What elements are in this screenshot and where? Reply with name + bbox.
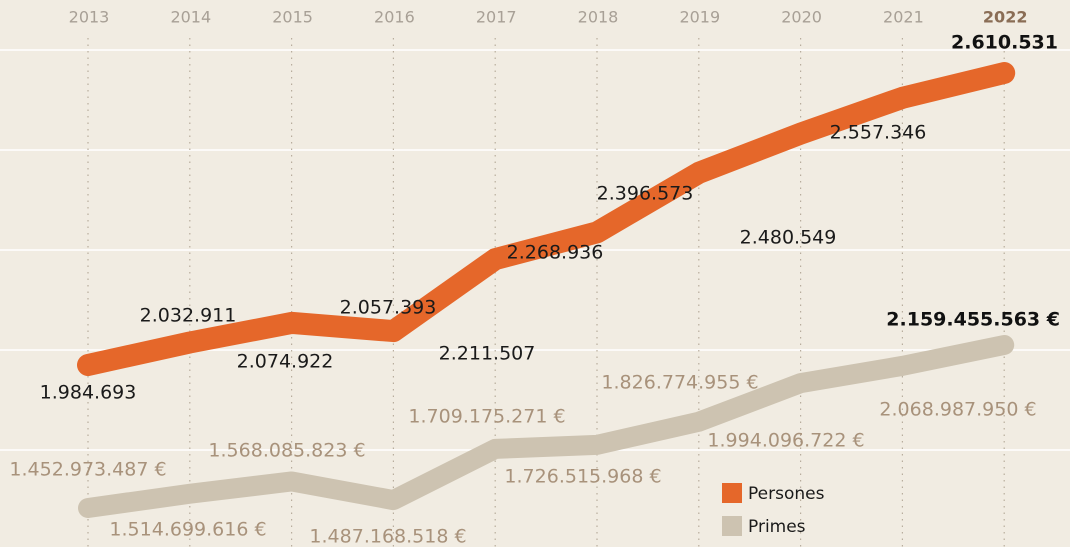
data-label: 1.514.699.616 €	[109, 519, 266, 541]
x-tick-label: 2018	[578, 8, 619, 27]
legend-label: Primes	[748, 517, 806, 537]
data-label: 2.074.922	[237, 351, 334, 373]
data-label: 2.396.573	[597, 183, 694, 205]
x-tick-label: 2017	[476, 8, 517, 27]
legend-swatch	[722, 483, 742, 503]
data-label: 2.159.455.563 €	[886, 309, 1060, 331]
data-label: 1.984.693	[40, 382, 137, 404]
data-label: 1.826.774.955 €	[601, 372, 758, 394]
data-label: 1.568.085.823 €	[208, 440, 365, 462]
data-label: 2.032.911	[140, 305, 237, 327]
x-tick-label: 2019	[679, 8, 720, 27]
data-label: 2.480.549	[740, 227, 837, 249]
data-label: 1.709.175.271 €	[408, 406, 565, 428]
data-label: 2.057.393	[340, 297, 437, 319]
series-line	[77, 62, 1016, 376]
x-tick-label: 2013	[69, 8, 110, 27]
data-label: 2.610.531	[951, 32, 1058, 54]
data-label: 1.452.973.487 €	[9, 459, 166, 481]
x-tick-label: 2020	[781, 8, 822, 27]
x-tick-label: 2016	[374, 8, 415, 27]
data-label: 2.557.346	[830, 122, 927, 144]
data-label: 1.487.168.518 €	[309, 526, 466, 547]
data-label: 1.994.096.722 €	[707, 430, 864, 452]
data-label: 2.068.987.950 €	[879, 399, 1036, 421]
x-tick-label: 2021	[883, 8, 924, 27]
data-label: 2.211.507	[439, 343, 536, 365]
legend-swatch	[722, 516, 742, 536]
series-line	[78, 335, 1015, 518]
legend-label: Persones	[748, 484, 825, 504]
x-tick-label: 2014	[170, 8, 211, 27]
x-tick-label: 2022	[983, 8, 1028, 27]
data-label: 2.268.936	[507, 242, 604, 264]
x-tick-label: 2015	[272, 8, 313, 27]
data-label: 1.726.515.968 €	[504, 466, 661, 488]
